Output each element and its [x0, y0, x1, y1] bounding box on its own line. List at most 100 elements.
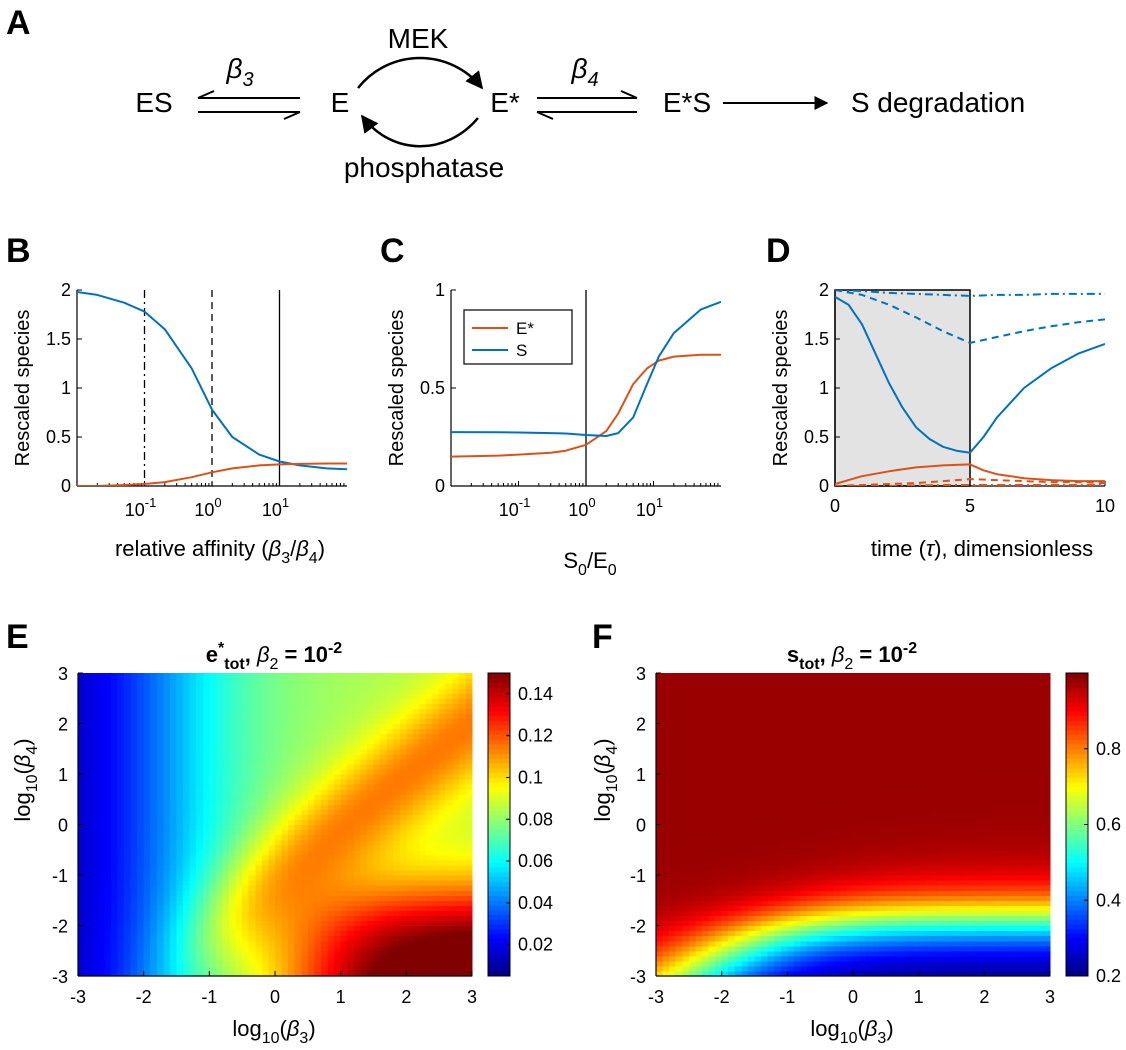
heatmap-cell — [176, 774, 184, 780]
heatmap-cell — [209, 839, 217, 846]
heatmap-cell — [222, 768, 230, 775]
heatmap-cell — [137, 794, 145, 800]
heatmap-cell — [399, 960, 407, 967]
heatmap-cell — [275, 738, 283, 745]
heatmap-cell — [675, 673, 683, 679]
heatmap-cell — [353, 678, 361, 684]
heatmap-cell — [708, 774, 716, 780]
heatmap-cell — [761, 955, 769, 962]
heatmap-cell — [261, 824, 270, 831]
heatmap-cell — [117, 890, 125, 896]
heatmap-cell — [235, 940, 243, 947]
heatmap-cell — [465, 703, 473, 709]
heatmap-cell — [117, 748, 125, 755]
heatmap-cell — [393, 708, 401, 714]
heatmap-cell — [189, 693, 197, 699]
heatmap-cell — [169, 900, 178, 906]
heatmap-cell — [255, 864, 263, 871]
beta4-arrows — [536, 90, 638, 120]
heatmap-cell — [84, 688, 92, 694]
heatmap-cell — [275, 965, 283, 972]
heatmap-cell — [445, 864, 453, 871]
heatmap-cell — [209, 895, 217, 901]
heatmap-cell — [426, 910, 434, 916]
heatmap-cell — [393, 743, 401, 750]
heatmap-cell — [406, 920, 414, 927]
heatmap-cell — [767, 708, 775, 714]
heatmap-cell — [202, 678, 210, 684]
heatmap-cell — [169, 794, 178, 800]
heatmap-cell — [320, 743, 329, 750]
heatmap-cell — [281, 910, 289, 916]
heatmap-cell — [235, 758, 243, 765]
heatmap-cell — [288, 864, 296, 871]
heatmap-cell — [196, 683, 204, 689]
heatmap-cell — [222, 683, 230, 689]
heatmap-cell — [130, 970, 138, 977]
heatmap-cell — [255, 693, 263, 699]
heatmap-cell — [662, 753, 670, 760]
x-tick-label: 10 — [1095, 496, 1115, 516]
heatmap-cell — [412, 683, 421, 689]
heatmap-cell — [255, 925, 263, 932]
heatmap-cell — [110, 794, 118, 800]
heatmap-cell — [268, 774, 276, 780]
heatmap-cell — [307, 774, 315, 780]
heatmap-cell — [432, 895, 440, 901]
heatmap-cell — [734, 748, 742, 755]
heatmap-cell — [183, 960, 191, 967]
heatmap-cell — [353, 915, 361, 922]
heatmap-cell — [288, 748, 296, 755]
heatmap-cell — [143, 859, 151, 866]
heatmap-cell — [183, 955, 191, 962]
heatmap-cell — [669, 713, 677, 720]
heatmap-cell — [373, 683, 381, 689]
heatmap-cell — [163, 698, 171, 704]
heatmap-cell — [130, 854, 138, 861]
heatmap-cell — [774, 965, 782, 972]
heatmap-cell — [137, 900, 145, 906]
heatmap-cell — [334, 774, 342, 780]
heatmap-cell — [137, 829, 145, 836]
heatmap-cell — [215, 935, 224, 942]
heatmap-cell — [163, 960, 171, 967]
heatmap-cell — [202, 683, 210, 689]
heatmap-cell — [104, 779, 112, 785]
heatmap-cell — [747, 880, 756, 886]
heatmap-cell — [275, 910, 283, 916]
heatmap-cell — [156, 809, 164, 815]
heatmap-cell — [215, 733, 224, 740]
heatmap-cell — [202, 779, 210, 785]
heatmap-cell — [728, 875, 736, 881]
heatmap-cell — [360, 768, 368, 775]
heatmap-cell — [163, 753, 171, 760]
heatmap-cell — [380, 794, 388, 800]
heatmap-cell — [163, 804, 171, 810]
heatmap-cell — [130, 708, 138, 714]
heatmap-cell — [432, 678, 440, 684]
heatmap-cell — [261, 875, 270, 881]
heatmap-cell — [163, 824, 171, 831]
heatmap-cell — [275, 875, 283, 881]
heatmap-cell — [426, 834, 434, 841]
heatmap-cell — [708, 703, 716, 709]
heatmap-cell — [281, 864, 289, 871]
heatmap-cell — [399, 965, 407, 972]
heatmap-cell — [669, 683, 677, 689]
heatmap-cell — [202, 758, 210, 765]
heatmap-cell — [196, 774, 204, 780]
heatmap-cell — [695, 849, 703, 856]
heatmap-cell — [202, 829, 210, 836]
heatmap-cell — [143, 900, 151, 906]
heatmap-cell — [91, 940, 99, 947]
heatmap-cell — [721, 784, 729, 790]
heatmap-cell — [708, 885, 716, 891]
heatmap-cell — [767, 905, 775, 911]
heatmap-cell — [715, 869, 723, 876]
heatmap-cell — [334, 789, 342, 795]
heatmap-cell — [209, 799, 217, 805]
heatmap-cell — [340, 829, 348, 836]
heatmap-cell — [268, 698, 276, 704]
heatmap-cell — [229, 895, 237, 901]
heatmap-cell — [682, 965, 690, 972]
